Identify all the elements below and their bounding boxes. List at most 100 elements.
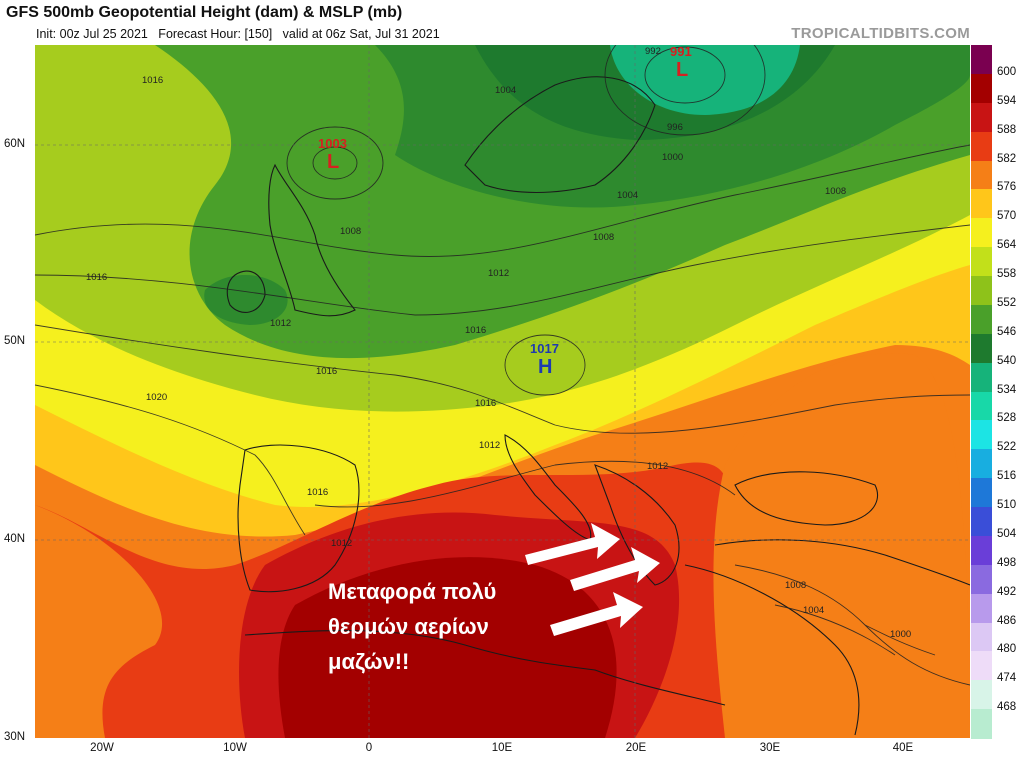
lon-label-20w: 20W: [90, 742, 114, 754]
isobar-label: 1016: [465, 325, 487, 336]
isobar-1008-east: [734, 564, 970, 686]
coastline-blacksea: [734, 471, 879, 526]
colorbar-cell: [971, 535, 992, 566]
annotation-text: Μεταφορά πολύ θερμών αερίων μαζών!!: [328, 579, 497, 674]
coastline-balkans: [594, 464, 680, 586]
colorbar-label: 468: [997, 701, 1017, 714]
colorbar-label: 576: [997, 181, 1017, 194]
isobar-low-2: [286, 126, 384, 200]
band-540: [610, 45, 800, 115]
low-center-2-value: 991: [670, 44, 692, 59]
colorbar-cell: [971, 189, 992, 219]
isobar-label: 1000: [890, 629, 912, 640]
isobar-1008: [35, 144, 970, 258]
isobar-label: 1012: [647, 461, 669, 472]
isobar-1000-east: [864, 624, 936, 656]
isobar-label: 1016: [475, 398, 497, 409]
colorbar-cell: [971, 507, 992, 537]
colorbar-cell: [971, 131, 992, 161]
colorbar-label: 534: [997, 383, 1017, 396]
isobar-label: 1008: [785, 580, 807, 591]
colorbar-cell: [971, 247, 992, 277]
colorbar-label: 480: [997, 643, 1017, 656]
colorbar-label: 582: [997, 152, 1017, 165]
isobar-label: 1012: [270, 318, 292, 329]
chart-subtitle: Init: 00z Jul 25 2021 Forecast Hour: [15…: [36, 27, 440, 41]
isobar-label: 996: [667, 122, 683, 133]
isobar-label: 1016: [86, 272, 108, 283]
coastline-britain: [268, 163, 356, 317]
isobar-label: 992: [645, 46, 661, 57]
isobar-label: 1016: [316, 366, 338, 377]
colorbar-label: 528: [997, 412, 1017, 425]
colorbar-label: 594: [997, 94, 1017, 107]
colorbar-label: 486: [997, 614, 1017, 627]
colorbar-cell: [971, 45, 992, 75]
isobar-low-3: [644, 46, 726, 104]
colorbar-cell: [971, 651, 992, 681]
band-582-east: [713, 353, 970, 738]
arrow-1: [525, 523, 620, 565]
coastline-africa: [244, 629, 726, 706]
lat-label-40n: 40N: [4, 533, 26, 545]
colorbar-cell: [971, 478, 992, 508]
colorbar-label: 546: [997, 325, 1017, 338]
colorbar-cell: [971, 564, 992, 595]
isobar-low-1: [312, 146, 358, 180]
band-600: [278, 557, 617, 738]
colorbar-cell: [971, 333, 992, 364]
isobar-label: 1000: [662, 152, 684, 163]
isobar-high: [504, 334, 586, 396]
low-center-2-letter: L: [676, 59, 689, 81]
colorbar-label: 516: [997, 470, 1017, 483]
high-center-letter: H: [538, 356, 553, 378]
colorbar-cell: [971, 218, 992, 248]
isobar-1012-south: [314, 460, 736, 508]
arrow-3: [550, 592, 643, 636]
colorbar-cell: [971, 391, 992, 421]
colorbar-label: 522: [997, 441, 1017, 454]
isobar-label: 1008: [340, 226, 362, 237]
isobar-label: 1016: [142, 75, 164, 86]
colorbar-label: 510: [997, 499, 1017, 511]
arrows-group: [525, 523, 660, 636]
high-center-value: 1017: [530, 341, 559, 356]
isobar-1004-east: [774, 604, 896, 656]
colorbar-cell: [971, 73, 992, 104]
colorbar-label: 570: [997, 210, 1017, 223]
coastline-scandinavia: [464, 76, 656, 193]
colorbar-label: 558: [997, 268, 1017, 280]
isobar-label: 1008: [825, 186, 847, 197]
isobar-label: 1004: [495, 85, 517, 96]
isobar-1020: [35, 384, 306, 536]
chart-title: GFS 500mb Geopotential Height (dam) & MS…: [6, 4, 403, 21]
colorbar-cell: [971, 420, 992, 450]
colorbar-label: 474: [997, 672, 1017, 685]
colorbar: [971, 45, 992, 739]
lon-label-10e: 10E: [491, 742, 513, 754]
isobar-1012: [35, 224, 970, 316]
colorbar-cell: [971, 102, 992, 133]
colorbar-cell: [971, 709, 992, 739]
isobar-label: 1012: [331, 538, 353, 549]
colorbar-cell: [971, 304, 992, 335]
isobar-label: 1012: [488, 268, 510, 279]
band-552b: [204, 275, 288, 325]
coastline-med-east: [684, 564, 860, 736]
colorbar-label: 600: [997, 65, 1017, 78]
colorbar-label: 504: [997, 527, 1017, 540]
colorbar-cell: [971, 449, 992, 479]
arrow-2: [570, 547, 660, 591]
colorbar-label: 552: [997, 296, 1017, 309]
isobar-label: 1004: [617, 190, 639, 201]
lon-label-30e: 30E: [759, 742, 781, 754]
colorbar-label: 492: [997, 585, 1017, 598]
brand-watermark: TROPICALTIDBITS.COM: [791, 25, 970, 42]
isobar-label: 1012: [479, 440, 501, 451]
colorbar-cell: [971, 680, 992, 710]
isobar-label: 1020: [146, 392, 168, 403]
lat-label-50n: 50N: [4, 335, 26, 347]
colorbar-cell: [971, 276, 992, 306]
coastline-iberia: [237, 444, 360, 593]
weather-map: [35, 45, 970, 738]
